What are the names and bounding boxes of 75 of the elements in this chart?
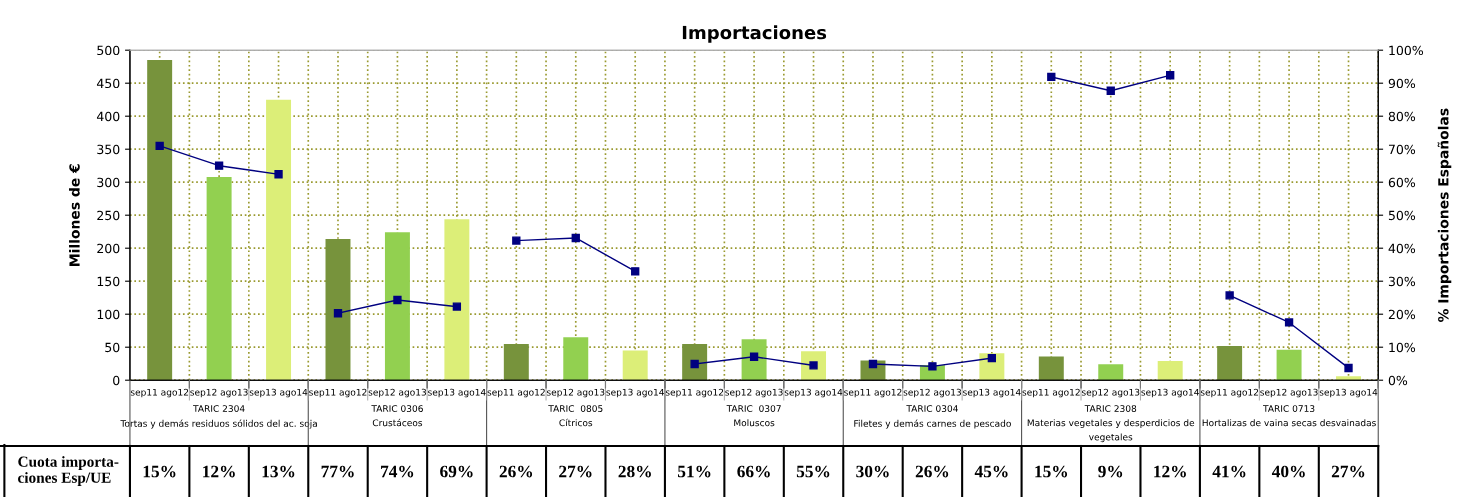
text: 12%	[203, 465, 235, 478]
x-tick-label: sep11 ago12	[309, 388, 367, 398]
text: TARIC 0304 Filetes y demás carnes de pescado	[854, 405, 1011, 429]
text: 9%	[1098, 465, 1123, 478]
x-tick-label: sep13 ago14	[1141, 388, 1199, 398]
text: TARIC 0306 Crustáceos	[371, 405, 423, 427]
text: 15%	[1035, 465, 1068, 478]
text: 28%	[618, 465, 651, 478]
y2-tick-label: 80%	[1388, 111, 1416, 122]
text: TARIC 0307 Moluscos	[726, 405, 781, 427]
x-tick-label: sep13 ago14	[963, 388, 1021, 398]
y-tick-label: 500	[97, 45, 120, 56]
y-tick-label: 50	[105, 342, 120, 353]
x-tick-label: sep11 ago12	[844, 388, 902, 398]
y2-tick-label: 30%	[1388, 276, 1416, 287]
y2-tick-label: 40%	[1388, 243, 1416, 254]
y-tick-label: 0	[113, 375, 120, 386]
y-tick-label: 150	[97, 276, 120, 287]
text: 26%	[915, 465, 949, 478]
y-tick-label: 100	[97, 309, 120, 320]
text: 40%	[1271, 465, 1305, 478]
y2-tick-label: 20%	[1388, 309, 1416, 320]
text: 69%	[440, 465, 473, 478]
y-tick-label: 200	[97, 243, 120, 254]
x-tick-label: sep12 ago13	[190, 388, 248, 398]
text: 27%	[559, 465, 592, 478]
y2-tick-label: 70%	[1388, 144, 1416, 155]
x-tick-label: sep12 ago13	[725, 388, 783, 398]
text: Cuota importa- ciones Esp/UE	[18, 456, 119, 486]
x-tick-label: sep13 ago14	[428, 388, 486, 398]
x-tick-label: sep12 ago13	[903, 388, 961, 398]
y2-tick-label: 50%	[1388, 210, 1416, 221]
y2-tick-label: 0%	[1388, 375, 1408, 386]
text: 12%	[1154, 465, 1186, 478]
x-tick-label: sep13 ago14	[784, 388, 843, 398]
text: 15%	[143, 465, 176, 478]
y-tick-label: 350	[97, 144, 120, 155]
y2-tick-label: 60%	[1388, 177, 1416, 188]
text: TARIC 0713 Hortalizas de vaina secas desvainadas	[1202, 405, 1376, 427]
text: 51%	[677, 465, 711, 478]
x-tick-label: sep13 ago14	[606, 388, 665, 398]
x-tick-label: sep12 ago13	[368, 388, 427, 398]
text: 45%	[974, 465, 1008, 478]
text: 27%	[1331, 465, 1365, 478]
text: TARIC 0805 Cítricos	[548, 405, 603, 427]
text: 26%	[499, 465, 533, 478]
x-tick-label: sep12 ago13	[546, 388, 605, 398]
text: 66%	[737, 465, 770, 478]
y2-axis-title: % Importaciones Españolas	[1437, 108, 1452, 323]
x-tick-label: sep11 ago12	[487, 388, 545, 398]
x-tick-label: sep13 ago14	[249, 388, 308, 398]
y-tick-label: 250	[97, 210, 120, 221]
x-tick-label: sep11 ago12	[1022, 388, 1080, 398]
x-tick-label: sep11 ago12	[130, 388, 189, 398]
text: TARIC 2308 Materias vegetales y desperdicios de vegetales	[1027, 405, 1195, 443]
text: 30%	[856, 465, 889, 478]
x-tick-label: sep12 ago13	[1081, 388, 1140, 398]
y2-tick-label: 10%	[1389, 342, 1416, 353]
text: TARIC 2304 Tortas y demás residuos sólidos del ac. soja	[120, 405, 317, 429]
text: 77%	[321, 465, 354, 478]
x-tick-label: sep11 ago12	[665, 388, 724, 398]
text: 74%	[381, 465, 414, 478]
y2-tick-label: 100%	[1389, 45, 1424, 56]
text: 13%	[262, 465, 295, 478]
x-tick-label: sep13 ago14	[1319, 388, 1378, 398]
x-tick-label: sep12 ago13	[1260, 388, 1318, 398]
text: 41%	[1212, 465, 1246, 478]
y2-tick-label: 90%	[1388, 78, 1416, 89]
y-axis-title: Millones de €	[69, 164, 80, 266]
x-tick-label: sep11 ago12	[1200, 388, 1259, 398]
y-tick-label: 450	[96, 78, 120, 89]
y-tick-label: 400	[96, 111, 120, 122]
y-tick-label: 300	[97, 177, 120, 188]
text: 55%	[796, 465, 830, 478]
chart-title: Importaciones	[682, 25, 827, 43]
